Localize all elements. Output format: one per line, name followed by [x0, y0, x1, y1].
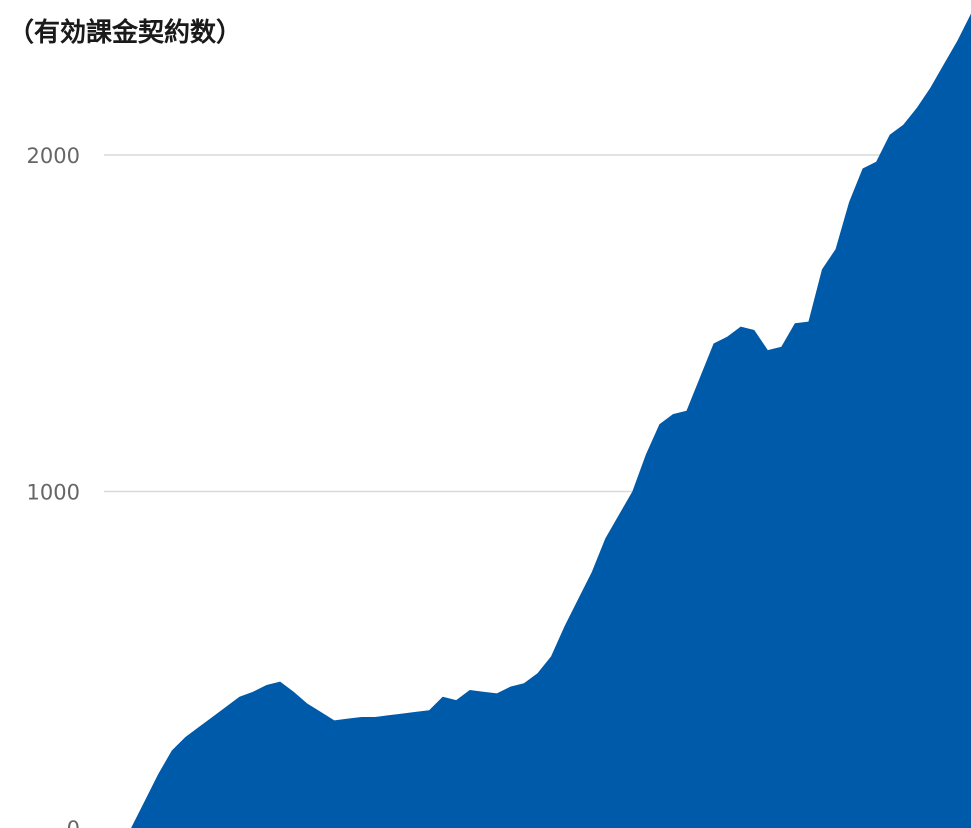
y-tick-label-2000: 2000 — [27, 144, 80, 168]
y-tick-label-1000: 1000 — [27, 481, 80, 505]
y-tick-label-0: 0 — [67, 817, 80, 828]
chart-title: （有効課金契約数） — [8, 18, 243, 48]
series-area — [104, 13, 971, 828]
plot-area — [104, 13, 971, 828]
y-axis-ticks: 0 1000 2000 — [27, 144, 80, 828]
